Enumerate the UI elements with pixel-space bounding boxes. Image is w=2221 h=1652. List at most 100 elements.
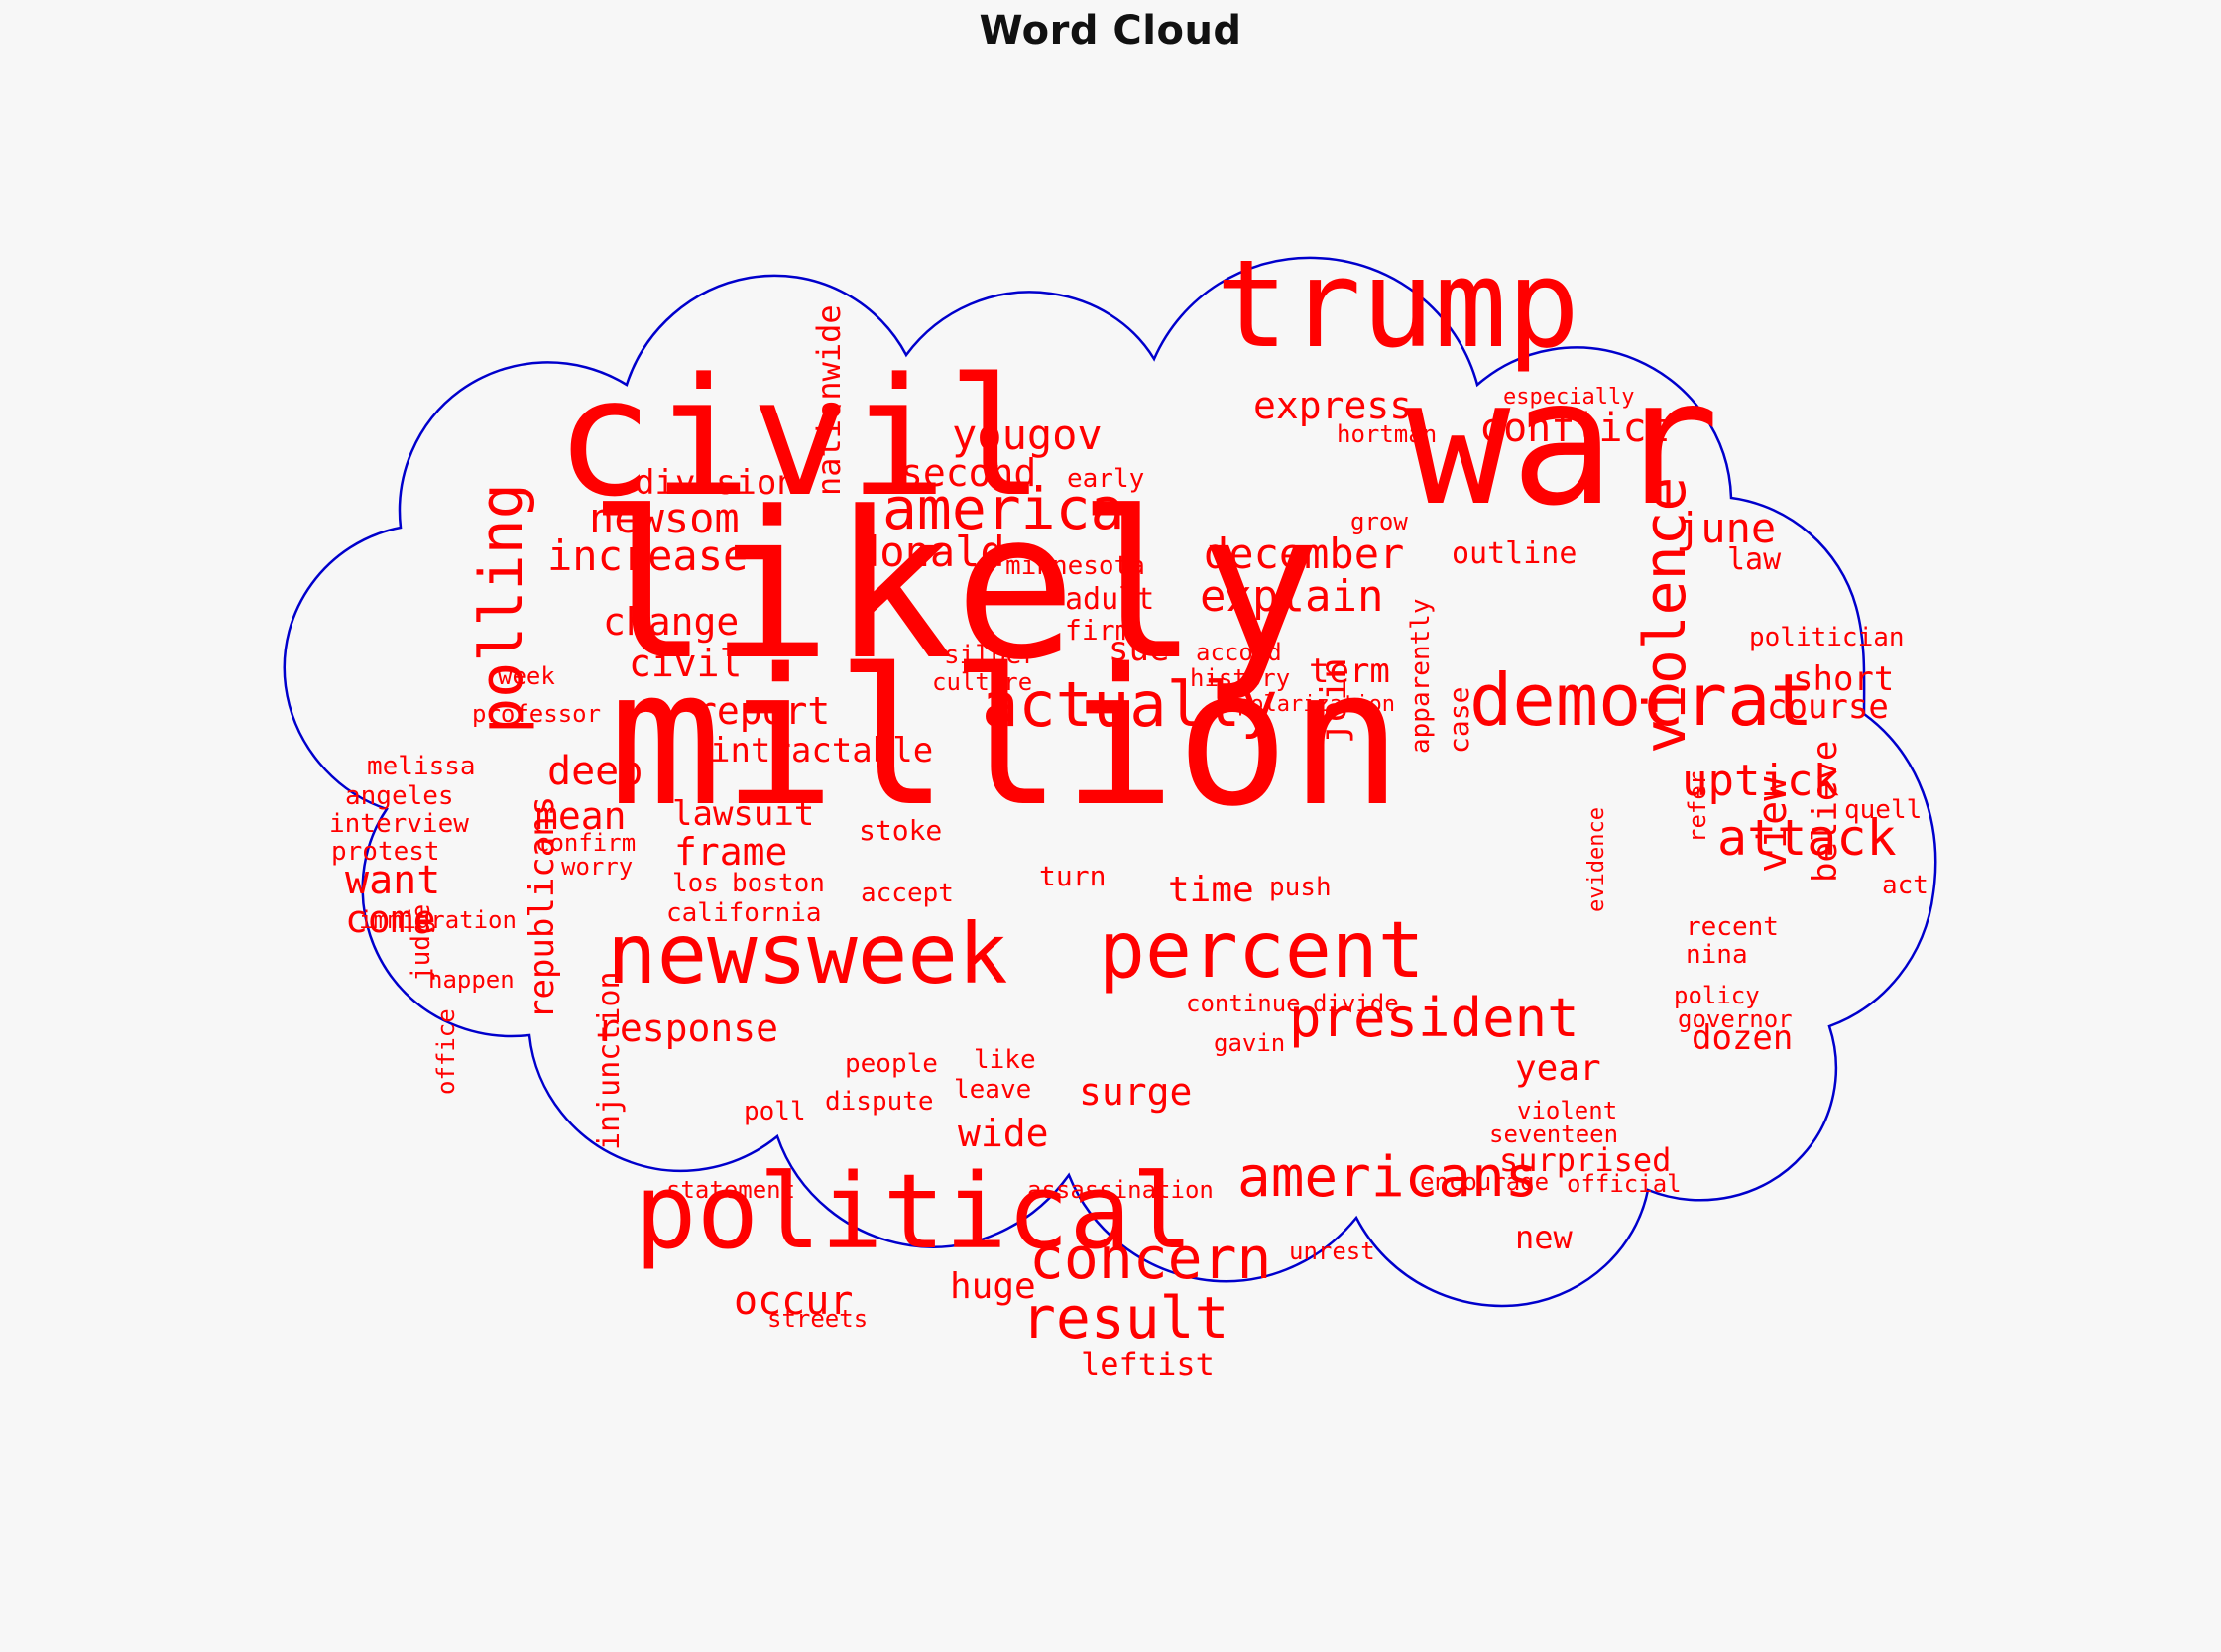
cloud-word: change	[603, 600, 740, 644]
cloud-word: short	[1793, 659, 1895, 699]
cloud-word: seventeen	[1489, 1121, 1619, 1148]
cloud-word: uptick	[1682, 756, 1839, 806]
cloud-word: streets	[767, 1305, 869, 1333]
cloud-word: governor	[1678, 1005, 1793, 1033]
cloud-word: encourage	[1420, 1168, 1550, 1196]
cloud-word: act	[1882, 871, 1929, 900]
cloud-word: culture	[932, 668, 1033, 696]
cloud-word: apparently	[1406, 598, 1436, 754]
cloud-word: occur	[734, 1278, 854, 1324]
cloud-word: million	[609, 629, 1403, 848]
cloud-word: year	[1515, 1048, 1601, 1089]
cloud-word: recent	[1686, 912, 1779, 942]
cloud-word: like	[974, 1045, 1036, 1075]
cloud-word: explain	[1200, 571, 1384, 622]
cloud-word: judge	[407, 903, 436, 982]
cloud-word: mean	[535, 794, 627, 838]
cloud-word: deep	[547, 749, 643, 794]
cloud-word: huge	[950, 1266, 1036, 1307]
cloud-word: protest	[331, 837, 440, 867]
cloud-word: refer	[1684, 770, 1711, 843]
cloud-word: angeles	[345, 781, 454, 811]
cloud-word: dispute	[825, 1087, 934, 1117]
cloud-word: unrest	[1289, 1238, 1375, 1265]
cloud-word: course	[1767, 687, 1889, 727]
cloud-word: surge	[1079, 1070, 1193, 1114]
cloud-word: nationwide	[810, 304, 848, 496]
cloud-word: boston	[732, 869, 825, 898]
cloud-word: case	[1443, 686, 1475, 754]
cloud-word: frame	[674, 830, 788, 874]
cloud-word: newsweek	[607, 905, 1008, 1003]
cloud-word: june	[1676, 504, 1777, 552]
cloud-word: accord	[1196, 639, 1282, 666]
cloud-word: grow	[1350, 508, 1408, 535]
cloud-word: violent	[1517, 1097, 1618, 1124]
cloud-word: gavin	[1214, 1029, 1286, 1057]
cloud-word: outline	[1452, 536, 1578, 571]
cloud-word: result	[1021, 1284, 1229, 1352]
cloud-word: donald	[855, 528, 1005, 576]
cloud-word: interview	[329, 809, 469, 839]
cloud-word: attack	[1717, 809, 1897, 867]
cloud-word: divide	[1313, 990, 1399, 1017]
cloud-word: surprised	[1499, 1141, 1672, 1179]
cloud-word: dozen	[1692, 1018, 1794, 1058]
cloud-word: early	[1067, 464, 1145, 494]
cloud-word: confirm	[535, 829, 637, 857]
cloud-word: increase	[547, 531, 749, 580]
cloud-word: law	[1727, 542, 1782, 577]
cloud-word: los	[672, 869, 719, 898]
cloud-word: intractable	[710, 731, 934, 770]
cloud-word: professor	[472, 700, 602, 728]
cloud-word: time	[1168, 870, 1254, 910]
cloud-word: report	[694, 689, 831, 733]
cloud-word: turn	[1039, 860, 1107, 892]
cloud-word: newsom	[589, 494, 740, 542]
cloud-word: history	[1190, 664, 1291, 692]
cloud-word: polarization	[1237, 692, 1395, 717]
cloud-word: second	[900, 451, 1037, 495]
cloud-word: worry	[561, 853, 634, 881]
cloud-word: conflict	[1479, 406, 1671, 451]
cloud-word: division	[635, 463, 797, 503]
cloud-word: quell	[1844, 795, 1923, 825]
cloud-word: civil	[555, 343, 1045, 532]
cloud-word: wide	[958, 1112, 1049, 1155]
cloud-word: melissa	[367, 752, 476, 781]
cloud-word: office	[432, 1008, 460, 1095]
cloud-word: happen	[428, 966, 515, 994]
cloud-word: sue	[1109, 630, 1170, 669]
cloud-word: evidence	[1584, 807, 1609, 912]
cloud-word: assassination	[1027, 1176, 1214, 1204]
cloud-word: actually	[982, 668, 1278, 741]
cloud-word: stoke	[859, 814, 943, 847]
cloud-word: america	[882, 475, 1125, 542]
cloud-word: percent	[1099, 906, 1425, 996]
cloud-word: leftist	[1081, 1346, 1215, 1383]
page-title: Word Cloud	[979, 8, 1242, 54]
cloud-word: firm	[1065, 614, 1132, 647]
cloud-word: trump	[1216, 234, 1580, 375]
cloud-word: view	[1750, 776, 1796, 873]
cloud-word: official	[1567, 1170, 1682, 1198]
cloud-word: polling	[467, 483, 536, 734]
cloud-word: adult	[1065, 582, 1155, 617]
cloud-word: silber	[944, 641, 1037, 670]
cloud-word: injunction	[592, 971, 627, 1150]
cloud-word: accept	[861, 879, 954, 908]
cloud-word: want	[345, 858, 441, 903]
cloud-word: believe	[1806, 740, 1845, 883]
cloud-word: war	[1406, 343, 1720, 544]
cloud-word: come	[345, 897, 436, 941]
cloud-word: express	[1253, 384, 1413, 427]
cloud-word: statement	[666, 1176, 796, 1204]
cloud-word: push	[1269, 873, 1332, 902]
cloud-word: december	[1204, 530, 1405, 578]
cloud-word: democrat	[1469, 658, 1813, 742]
cloud-word: minnesota	[1005, 551, 1145, 581]
cloud-word: president	[1289, 987, 1579, 1049]
cloud-word: poll	[744, 1097, 806, 1126]
cloud-word: continue	[1186, 990, 1301, 1017]
cloud-word: leave	[954, 1075, 1032, 1105]
